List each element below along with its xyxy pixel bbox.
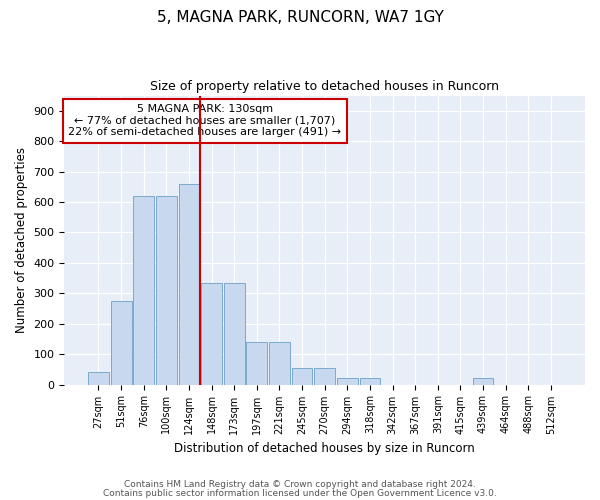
Bar xyxy=(359,378,380,384)
Bar xyxy=(314,368,335,384)
Bar xyxy=(269,342,290,384)
Bar xyxy=(224,282,245,384)
X-axis label: Distribution of detached houses by size in Runcorn: Distribution of detached houses by size … xyxy=(175,442,475,455)
Bar xyxy=(337,378,358,384)
Bar xyxy=(473,378,493,384)
Y-axis label: Number of detached properties: Number of detached properties xyxy=(15,147,28,333)
Text: 5, MAGNA PARK, RUNCORN, WA7 1GY: 5, MAGNA PARK, RUNCORN, WA7 1GY xyxy=(157,10,443,25)
Bar xyxy=(156,196,177,384)
Text: 5 MAGNA PARK: 130sqm
← 77% of detached houses are smaller (1,707)
22% of semi-de: 5 MAGNA PARK: 130sqm ← 77% of detached h… xyxy=(68,104,341,138)
Bar xyxy=(292,368,313,384)
Bar xyxy=(247,342,267,384)
Title: Size of property relative to detached houses in Runcorn: Size of property relative to detached ho… xyxy=(150,80,499,93)
Bar xyxy=(179,184,199,384)
Bar xyxy=(201,282,222,384)
Bar xyxy=(133,196,154,384)
Bar xyxy=(110,301,131,384)
Text: Contains HM Land Registry data © Crown copyright and database right 2024.: Contains HM Land Registry data © Crown c… xyxy=(124,480,476,489)
Text: Contains public sector information licensed under the Open Government Licence v3: Contains public sector information licen… xyxy=(103,488,497,498)
Bar xyxy=(88,372,109,384)
